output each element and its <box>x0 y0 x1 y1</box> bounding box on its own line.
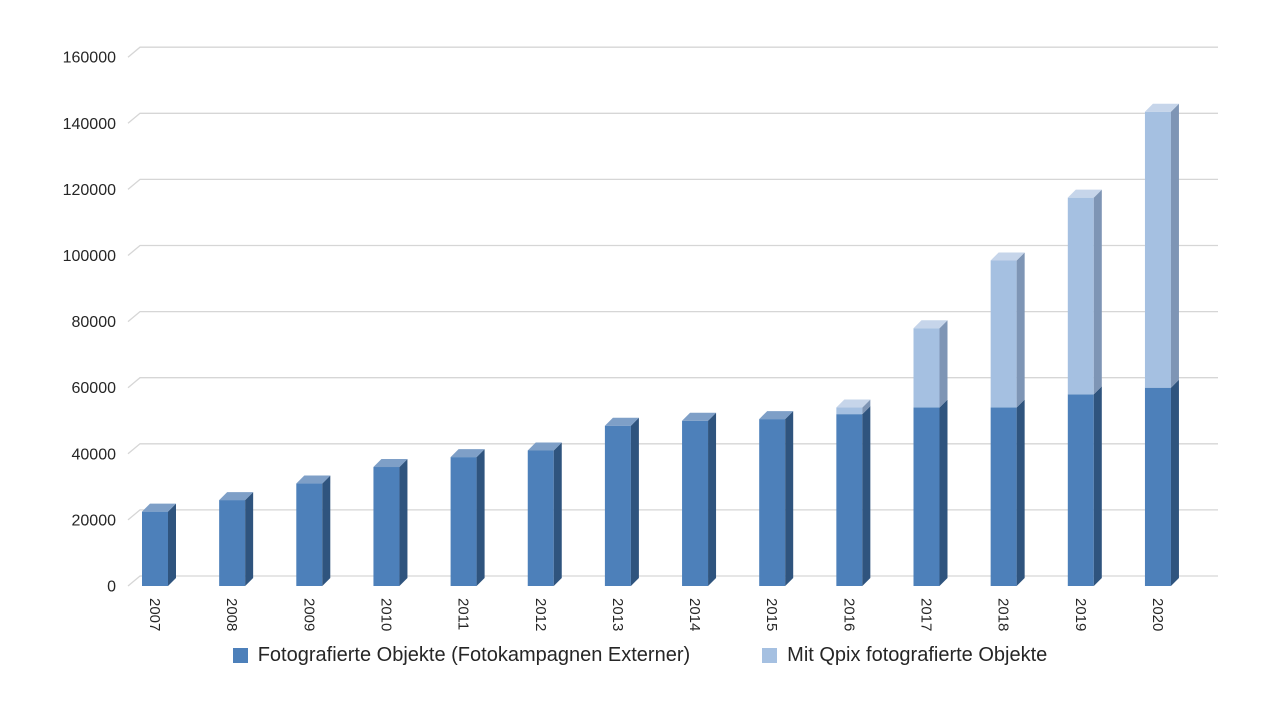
bar-side-qpix-2019 <box>1093 189 1102 395</box>
legend-swatch-dark-blue <box>232 648 248 663</box>
legend-label-mit-qpix: Mit Qpix fotografierte Objekte <box>787 644 1048 666</box>
y-tick-label-160000: 160000 <box>63 50 116 67</box>
bar-side-extern-2020 <box>1170 379 1179 586</box>
bar-top-2014 <box>682 412 717 421</box>
bar-segment-extern-2014 <box>682 420 709 586</box>
bar-segment-qpix-2020 <box>1144 111 1171 388</box>
bar-top-2008 <box>219 492 254 501</box>
bar-side-extern-2016 <box>862 406 871 586</box>
y-tick-label-120000: 120000 <box>63 182 116 199</box>
x-tick-label-2020: 2020 <box>1149 598 1166 631</box>
x-tick-label-2012: 2012 <box>532 598 549 631</box>
y-tick-label-80000: 80000 <box>72 314 117 331</box>
y-gridline-0 <box>127 575 1218 587</box>
x-tick-label-2013: 2013 <box>609 598 626 631</box>
bar-top-2015 <box>759 411 794 420</box>
y-tick-label-60000: 60000 <box>72 380 117 397</box>
y-tick-label-0: 0 <box>107 579 116 596</box>
bar-side-extern-2017 <box>939 399 948 586</box>
y-tick-label-40000: 40000 <box>72 446 117 463</box>
y-gridline-20000 <box>127 509 1218 521</box>
y-gridline-40000 <box>127 443 1218 455</box>
y-tick-label-140000: 140000 <box>63 116 116 133</box>
stacked-column-chart: 0 20000 40000 60000 80000 100000 120000 140000 1… <box>63 46 1218 631</box>
bar-top-2020 <box>1144 103 1179 112</box>
bar-segment-extern-2009 <box>296 483 323 586</box>
bar-segment-qpix-2018 <box>990 260 1017 408</box>
x-tick-label-2009: 2009 <box>300 598 317 631</box>
bar-segment-extern-2019 <box>1067 394 1094 586</box>
bar-side-extern-2012 <box>553 442 562 586</box>
bar-segment-extern-2011 <box>450 457 477 586</box>
bar-segment-extern-2010 <box>373 467 400 586</box>
x-tick-label-2007: 2007 <box>146 598 163 631</box>
bar-side-extern-2011 <box>476 449 485 586</box>
bar-side-extern-2019 <box>1093 386 1102 586</box>
bar-side-extern-2007 <box>168 503 176 586</box>
bar-top-2013 <box>604 417 639 426</box>
bar-segment-qpix-2017 <box>913 328 940 408</box>
bar-segment-extern-2012 <box>527 450 554 586</box>
y-gridline-160000 <box>127 46 1218 58</box>
bar-segment-extern-2015 <box>759 419 786 586</box>
bar-top-2007 <box>142 503 176 512</box>
y-tick-label-20000: 20000 <box>72 512 117 529</box>
bar-top-2012 <box>527 442 562 451</box>
y-tick-label-100000: 100000 <box>63 248 116 265</box>
x-tick-label-2017: 2017 <box>918 598 935 631</box>
bar-segment-extern-2007 <box>142 511 168 586</box>
bar-segment-qpix-2019 <box>1067 197 1094 395</box>
y-gridline-120000 <box>127 178 1218 190</box>
bar-segment-extern-2008 <box>219 500 246 586</box>
x-tick-label-2014: 2014 <box>686 598 703 631</box>
y-gridline-60000 <box>127 377 1218 389</box>
bar-side-extern-2008 <box>245 492 254 586</box>
bar-segment-extern-2020 <box>1144 387 1171 586</box>
bar-segment-extern-2016 <box>836 414 863 586</box>
bar-top-2018 <box>990 252 1025 261</box>
x-tick-label-2010: 2010 <box>377 598 394 631</box>
chart-legend: Fotografierte Objekte (Fotokampagnen Ext… <box>0 644 1280 667</box>
x-tick-label-2015: 2015 <box>763 598 780 631</box>
bar-side-extern-2018 <box>1016 399 1025 586</box>
bar-segment-extern-2017 <box>913 407 940 586</box>
x-tick-label-2018: 2018 <box>995 598 1012 631</box>
y-gridline-100000 <box>127 244 1218 256</box>
y-gridline-80000 <box>127 310 1218 323</box>
legend-swatch-light-blue <box>762 648 778 663</box>
bar-top-2011 <box>450 449 485 458</box>
bar-side-extern-2014 <box>708 412 717 586</box>
x-tick-label-2011: 2011 <box>455 598 472 630</box>
bar-top-2017 <box>913 320 948 329</box>
bar-side-qpix-2018 <box>1016 252 1025 408</box>
bar-side-extern-2010 <box>399 459 408 586</box>
bar-segment-qpix-2016 <box>836 407 863 415</box>
bar-top-2019 <box>1067 189 1102 198</box>
bar-side-extern-2009 <box>322 475 331 586</box>
bar-segment-extern-2018 <box>990 407 1017 586</box>
legend-label-fotografierte-objekte: Fotografierte Objekte (Fotokampagnen Ext… <box>257 644 691 666</box>
bar-segment-extern-2013 <box>604 425 631 586</box>
x-tick-label-2016: 2016 <box>840 598 857 631</box>
bar-top-2009 <box>296 475 331 484</box>
x-tick-label-2019: 2019 <box>1072 598 1089 631</box>
bar-top-2010 <box>373 459 408 468</box>
legend-item-fotografierte-objekte: Fotografierte Objekte (Fotokampagnen Ext… <box>232 644 691 667</box>
bar-side-qpix-2020 <box>1170 103 1179 388</box>
y-gridline-140000 <box>127 112 1218 124</box>
bar-side-extern-2013 <box>630 417 639 586</box>
bar-side-extern-2015 <box>785 411 794 586</box>
legend-item-mit-qpix: Mit Qpix fotografierte Objekte <box>762 644 1047 667</box>
bar-side-qpix-2016 <box>862 399 871 415</box>
bar-side-qpix-2017 <box>939 320 948 408</box>
bar-top-2016 <box>836 399 871 408</box>
x-tick-label-2008: 2008 <box>223 598 240 631</box>
